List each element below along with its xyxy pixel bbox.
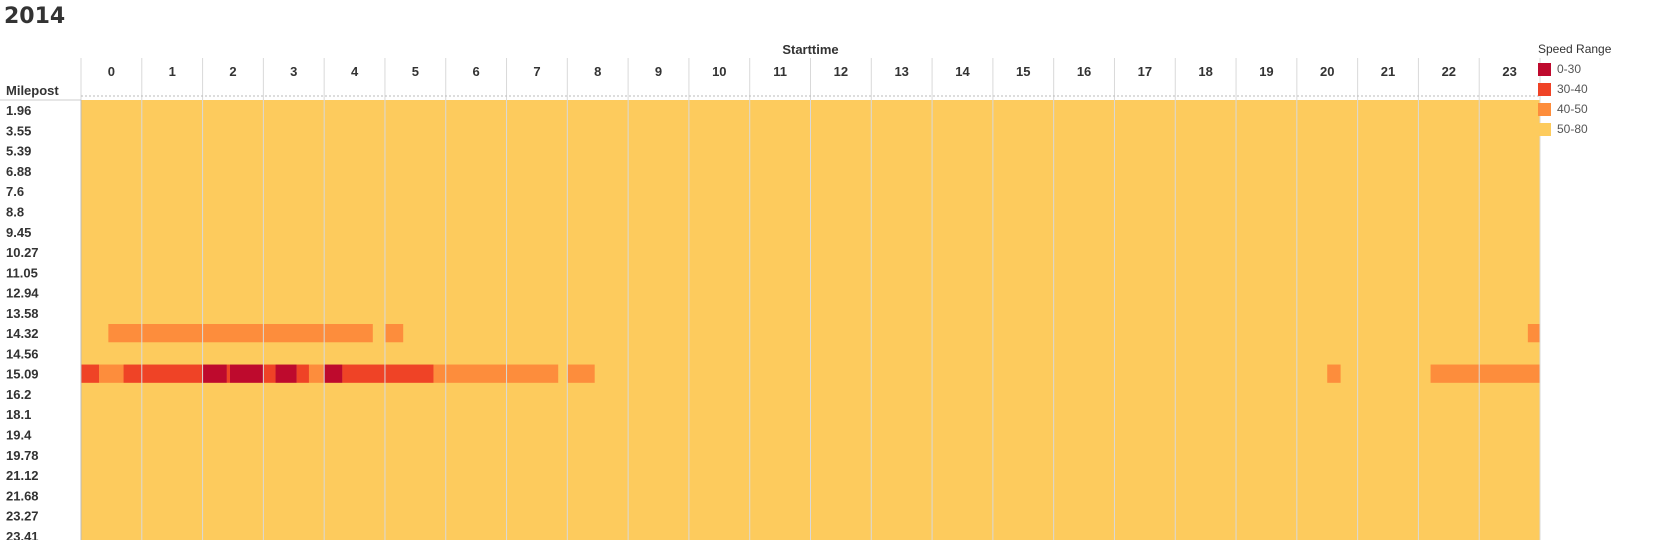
heatmap-cell bbox=[433, 364, 559, 383]
x-tick-label: 2 bbox=[229, 64, 236, 79]
heatmap-cell bbox=[1327, 364, 1341, 383]
legend-label: 0-30 bbox=[1557, 62, 1582, 76]
x-tick-label: 20 bbox=[1320, 64, 1334, 79]
x-tick-label: 21 bbox=[1381, 64, 1395, 79]
y-tick-label: 9.45 bbox=[6, 225, 31, 240]
heatmap-cell bbox=[567, 364, 595, 383]
legend-item-40-50[interactable]: 40-50 bbox=[1538, 99, 1611, 119]
x-tick-label: 1 bbox=[169, 64, 176, 79]
legend-swatch bbox=[1538, 122, 1551, 136]
heatmap-cell bbox=[99, 364, 124, 383]
y-tick-label: 8.8 bbox=[6, 205, 24, 220]
heatmap-cell bbox=[229, 364, 264, 383]
y-tick-label: 13.58 bbox=[6, 306, 39, 321]
heatmap-cell bbox=[263, 364, 276, 383]
y-tick-label: 1.96 bbox=[6, 103, 31, 118]
heatmap-cell bbox=[342, 364, 434, 383]
x-tick-label: 7 bbox=[533, 64, 540, 79]
x-tick-label: 22 bbox=[1442, 64, 1456, 79]
y-tick-label: 10.27 bbox=[6, 245, 39, 260]
y-tick-label: 21.68 bbox=[6, 488, 39, 503]
legend-label: 30-40 bbox=[1557, 82, 1588, 96]
heatmap-cell bbox=[296, 364, 309, 383]
heatmap-cell bbox=[1430, 364, 1540, 383]
x-tick-label: 23 bbox=[1502, 64, 1516, 79]
x-tick-label: 9 bbox=[655, 64, 662, 79]
y-tick-label: 18.1 bbox=[6, 407, 31, 422]
y-tick-label: 14.32 bbox=[6, 326, 39, 341]
x-tick-label: 5 bbox=[412, 64, 419, 79]
x-tick-label: 12 bbox=[834, 64, 848, 79]
heatmap-cell bbox=[384, 324, 404, 343]
y-tick-label: 11.05 bbox=[6, 265, 38, 280]
x-tick-label: 8 bbox=[594, 64, 601, 79]
x-tick-label: 14 bbox=[955, 64, 970, 79]
heatmap-cell bbox=[108, 324, 373, 343]
x-tick-label: 16 bbox=[1077, 64, 1091, 79]
y-tick-label: 19.4 bbox=[6, 428, 32, 443]
legend-item-0-30[interactable]: 0-30 bbox=[1538, 59, 1611, 79]
chart-title: 2014 bbox=[4, 4, 66, 29]
x-tick-label: 11 bbox=[773, 64, 787, 79]
y-tick-label: 21.12 bbox=[6, 468, 39, 483]
heatmap-cell bbox=[1527, 324, 1540, 343]
legend: Speed Range 0-30 30-40 40-50 50-80 bbox=[1538, 42, 1611, 139]
x-tick-label: 0 bbox=[108, 64, 115, 79]
x-tick-label: 4 bbox=[351, 64, 359, 79]
y-tick-label: 15.09 bbox=[6, 367, 39, 382]
heatmap-cell bbox=[324, 364, 343, 383]
heatmap-cell bbox=[81, 364, 100, 383]
heatmap-cell bbox=[202, 364, 227, 383]
x-tick-label: 10 bbox=[712, 64, 726, 79]
x-axis-title: Starttime bbox=[782, 42, 838, 57]
y-tick-label: 23.27 bbox=[6, 509, 39, 524]
y-axis-title: Milepost bbox=[6, 83, 59, 98]
legend-title: Speed Range bbox=[1538, 42, 1612, 56]
y-tick-label: 6.88 bbox=[6, 164, 31, 179]
legend-label: 40-50 bbox=[1557, 102, 1588, 116]
y-tick-label: 5.39 bbox=[6, 144, 31, 159]
heatmap-cell bbox=[308, 364, 325, 383]
x-tick-label: 13 bbox=[894, 64, 908, 79]
x-tick-label: 6 bbox=[473, 64, 480, 79]
y-tick-label: 16.2 bbox=[6, 387, 31, 402]
x-tick-label: 18 bbox=[1198, 64, 1212, 79]
y-tick-label: 3.55 bbox=[6, 123, 31, 138]
legend-item-30-40[interactable]: 30-40 bbox=[1538, 79, 1611, 99]
legend-swatch bbox=[1538, 102, 1551, 116]
y-tick-label: 7.6 bbox=[6, 184, 24, 199]
y-tick-label: 14.56 bbox=[6, 346, 39, 361]
legend-swatch bbox=[1538, 82, 1551, 96]
heatmap-cell bbox=[226, 364, 230, 383]
x-tick-label: 19 bbox=[1259, 64, 1273, 79]
heatmap-cell bbox=[275, 364, 297, 383]
heatmap-cell bbox=[123, 364, 203, 383]
x-tick-label: 3 bbox=[290, 64, 297, 79]
legend-item-50-80[interactable]: 50-80 bbox=[1538, 119, 1611, 139]
x-tick-label: 17 bbox=[1138, 64, 1152, 79]
y-tick-label: 12.94 bbox=[6, 286, 39, 301]
legend-swatch bbox=[1538, 62, 1551, 76]
x-tick-label: 15 bbox=[1016, 64, 1030, 79]
legend-label: 50-80 bbox=[1557, 122, 1588, 136]
y-tick-label: 19.78 bbox=[6, 448, 39, 463]
y-tick-label: 23.41 bbox=[6, 529, 39, 540]
